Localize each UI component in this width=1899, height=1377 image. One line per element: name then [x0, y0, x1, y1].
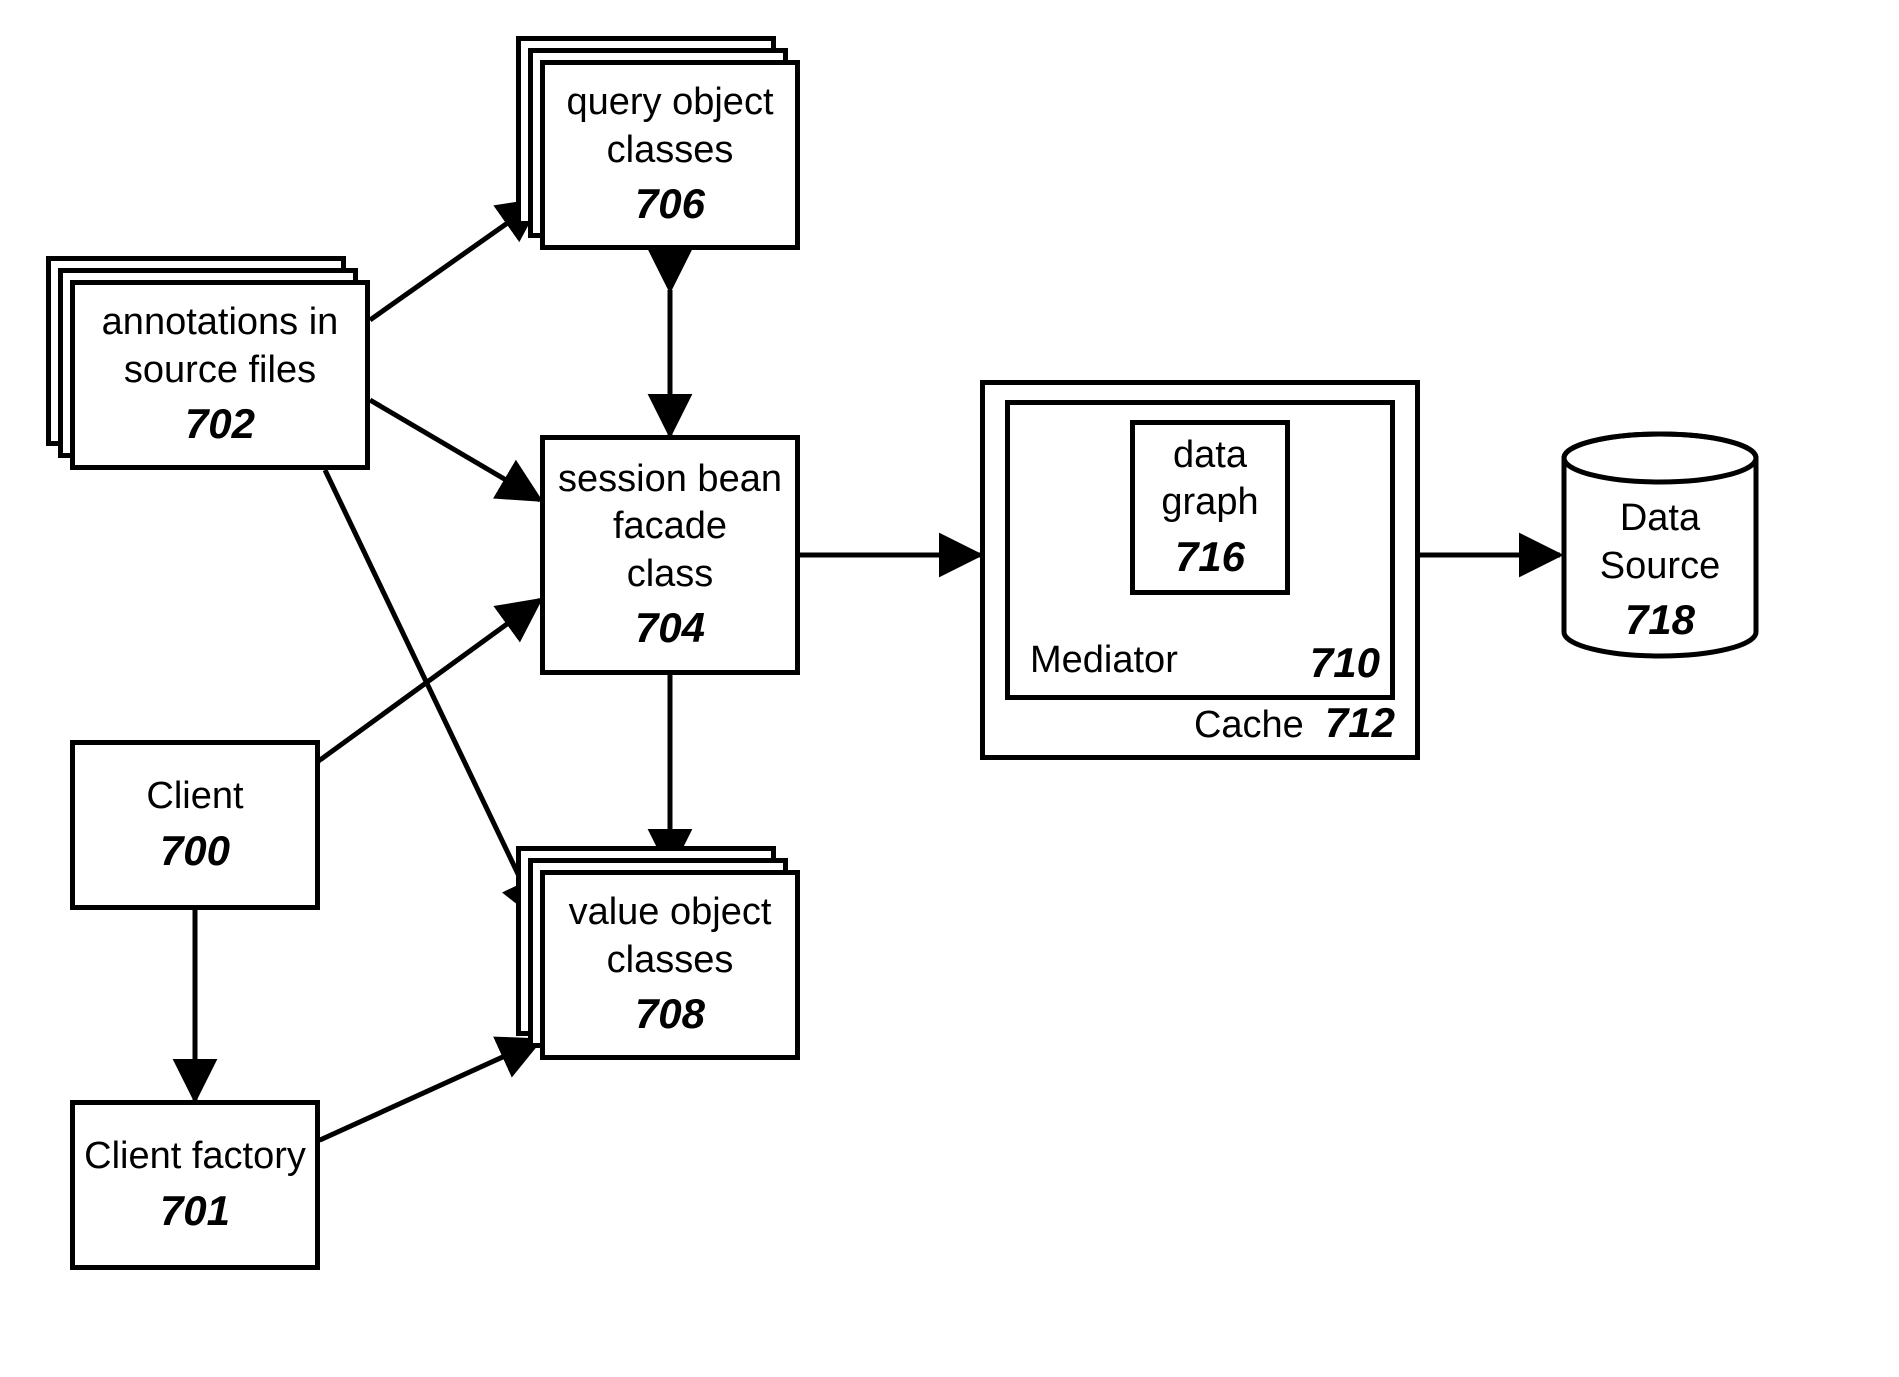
value-object-label: value object classes [569, 889, 772, 984]
client-number: 700 [160, 825, 230, 878]
session-bean-node: session bean facade class 704 [540, 435, 800, 675]
diagram-canvas: annotations in source files 702 query ob… [0, 0, 1899, 1377]
data-source-number: 718 [1560, 594, 1760, 647]
query-object-number: 706 [635, 178, 705, 231]
mediator-label: Mediator [1030, 639, 1178, 687]
annotations-node: annotations in source files 702 [70, 280, 370, 470]
edge-annotations-query_obj [370, 200, 540, 320]
value-object-number: 708 [635, 988, 705, 1041]
cache-label-row: Cache 712 [1194, 699, 1395, 747]
edge-client-session_bean [320, 600, 540, 760]
mediator-number: 710 [1310, 639, 1380, 687]
data-graph-number: 716 [1175, 531, 1245, 584]
edge-annotations-session_bean [370, 400, 540, 500]
data-graph-label: data graph [1161, 432, 1258, 527]
cache-label: Cache [1194, 704, 1304, 746]
client-factory-node: Client factory 701 [70, 1100, 320, 1270]
edge-client_factory-value_obj [320, 1040, 540, 1140]
mediator-label-row: Mediator 710 [1030, 639, 1380, 687]
edge-annotations-value_obj [325, 470, 540, 920]
value-object-node: value object classes 708 [540, 870, 800, 1060]
session-bean-number: 704 [635, 602, 705, 655]
session-bean-label: session bean facade class [558, 456, 782, 599]
annotations-label: annotations in source files [102, 299, 339, 394]
cache-number: 712 [1325, 699, 1395, 746]
annotations-number: 702 [185, 398, 255, 451]
data-source-text: Data Source 718 [1560, 495, 1760, 647]
client-node: Client 700 [70, 740, 320, 910]
client-factory-label: Client factory [84, 1133, 306, 1181]
client-factory-number: 701 [160, 1185, 230, 1238]
query-object-label: query object classes [566, 79, 773, 174]
data-source-label: Data Source [1560, 495, 1760, 590]
query-object-node: query object classes 706 [540, 60, 800, 250]
data-graph-node: data graph 716 [1130, 420, 1290, 595]
client-label: Client [146, 773, 243, 821]
data-source-node: Data Source 718 [1560, 430, 1760, 660]
